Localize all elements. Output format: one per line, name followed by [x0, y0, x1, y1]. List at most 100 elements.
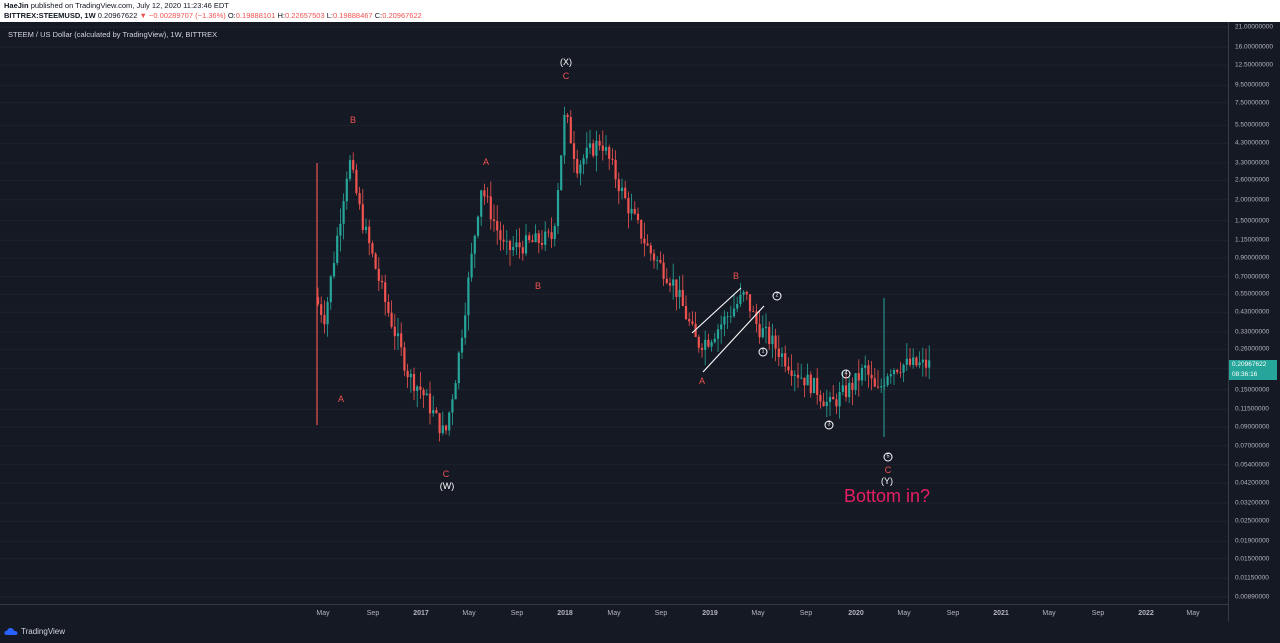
high-label: H: — [277, 11, 285, 20]
candle — [380, 275, 384, 290]
candle — [921, 347, 924, 377]
chart-area[interactable] — [0, 22, 1280, 622]
candle — [515, 229, 518, 255]
candle — [902, 363, 905, 383]
candle — [844, 373, 848, 402]
current-price-tag: 0.20967622 — [1229, 360, 1277, 371]
candle — [688, 312, 691, 326]
candle — [409, 369, 412, 393]
candle — [316, 287, 320, 306]
time-tick-label: 2017 — [413, 610, 429, 617]
candle — [489, 181, 492, 230]
candle — [342, 193, 345, 240]
price-tick-label: 0.05400000 — [1235, 461, 1270, 469]
candle — [854, 373, 857, 395]
candle — [441, 411, 444, 436]
candle — [435, 407, 438, 414]
price-tick-label: 0.26000000 — [1235, 345, 1270, 353]
price-tick-label: 0.01900000 — [1235, 537, 1270, 545]
wave-label: A — [337, 394, 345, 404]
open-value: 0.19888101 — [235, 11, 276, 20]
wave-label: C — [442, 469, 450, 479]
wave-count-circle: 1 — [758, 347, 768, 357]
candle — [531, 234, 534, 243]
time-tick-label: May — [462, 610, 476, 617]
candle — [672, 263, 675, 300]
bottom-in-note: Bottom in? — [844, 486, 931, 506]
candle — [755, 303, 758, 333]
wave-label: A — [698, 376, 706, 386]
candle — [864, 355, 867, 381]
close-label: C: — [374, 11, 383, 20]
candle — [428, 381, 432, 425]
candle — [707, 333, 710, 348]
candle — [780, 347, 784, 367]
candle — [467, 271, 470, 331]
wave-count-circle: 3 — [824, 420, 834, 430]
candle — [576, 149, 579, 178]
candle — [547, 228, 550, 238]
candle — [339, 208, 342, 252]
channel-lower-line — [702, 305, 765, 373]
candle — [358, 186, 361, 210]
candle — [320, 296, 323, 323]
candle — [656, 256, 659, 270]
candle — [796, 362, 800, 388]
candle — [553, 223, 556, 247]
candle — [483, 183, 486, 205]
candle — [876, 370, 880, 390]
wave-label: B — [732, 271, 740, 281]
wave-label: B — [349, 115, 357, 125]
candle — [508, 239, 512, 266]
candle — [790, 354, 793, 386]
candle — [886, 373, 889, 388]
candle — [588, 129, 592, 155]
symbol-name: BITTREX:STEEMUSD, 1W — [4, 11, 96, 20]
candle — [329, 274, 332, 310]
candle — [614, 150, 617, 189]
candle — [713, 332, 716, 344]
candle — [448, 411, 451, 436]
wave-label: (X) — [560, 57, 572, 67]
candle — [387, 294, 390, 317]
ohlc-line: BITTREX:STEEMUSD, 1W 0.20967622 ▼ −0.002… — [4, 11, 422, 21]
candle — [361, 188, 364, 234]
candle — [556, 182, 560, 234]
price-tick-label: 0.90000000 — [1235, 254, 1270, 262]
candle — [403, 341, 406, 377]
candle — [422, 387, 425, 408]
published-text: published on TradingView.com, July 12, 2… — [30, 1, 229, 10]
candle — [496, 205, 499, 245]
wave-count-circle: 4 — [841, 369, 851, 379]
candle — [915, 356, 918, 368]
candlestick-chart[interactable] — [0, 22, 1228, 604]
candle — [697, 334, 700, 353]
candle — [828, 391, 832, 417]
candle — [812, 377, 816, 394]
time-tick-label: May — [607, 610, 621, 617]
candle — [528, 232, 531, 244]
candle — [800, 363, 803, 380]
candle — [880, 378, 883, 394]
price-tick-label: 4.30000000 — [1235, 139, 1270, 147]
candle — [822, 392, 825, 407]
candle — [492, 204, 496, 232]
price-axis[interactable]: 21.00000000 16.00000000 12.50000000 9.50000… — [1228, 22, 1280, 622]
price-tick-label: 0.01500000 — [1235, 555, 1270, 563]
candle — [524, 224, 528, 256]
tradingview-logo[interactable]: TradingView — [4, 627, 65, 636]
candle — [604, 135, 608, 155]
candle — [816, 368, 819, 405]
candle — [416, 384, 419, 408]
candle — [758, 310, 761, 344]
candle — [928, 345, 931, 380]
wave-count-circle: 2 — [772, 291, 782, 301]
candle — [732, 294, 736, 318]
author-name[interactable]: HaeJin — [4, 1, 29, 10]
candle — [563, 106, 566, 165]
time-tick-label: 2022 — [1138, 610, 1154, 617]
candle — [640, 219, 643, 244]
time-axis[interactable]: May Sep 2017 May Sep 2018 May Sep 2019 May Sep 2020… — [0, 604, 1228, 623]
candle — [889, 369, 892, 384]
price-tick-label: 0.07000000 — [1235, 442, 1270, 450]
